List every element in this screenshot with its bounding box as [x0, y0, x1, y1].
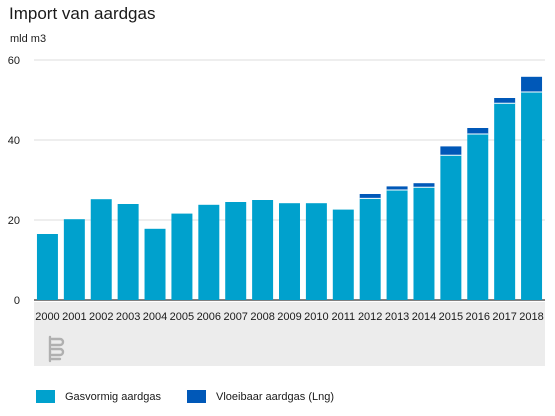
- bar-gasvormig: [63, 219, 85, 300]
- bar-gasvormig: [225, 202, 247, 300]
- bar-gasvormig: [36, 234, 58, 300]
- x-tick-label: 2017: [492, 311, 516, 323]
- legend-swatch-lng: [187, 390, 206, 403]
- x-tick-label: 2016: [466, 311, 490, 323]
- y-tick-label: 20: [8, 215, 20, 227]
- bar-gasvormig: [440, 155, 462, 300]
- y-tick-label: 0: [14, 295, 20, 307]
- chart-title: Import van aardgas: [9, 4, 156, 23]
- bar-lng: [440, 146, 462, 156]
- legend-item-lng: Vloeibaar aardgas (Lng): [187, 390, 334, 403]
- x-tick-label: 2006: [197, 311, 221, 323]
- y-tick-label: 40: [8, 135, 20, 147]
- bar-gasvormig: [198, 204, 220, 300]
- bar-gasvormig: [467, 134, 489, 300]
- legend-swatch-gas: [36, 390, 55, 403]
- bar-gasvormig: [171, 213, 193, 300]
- x-tick-label: 2002: [89, 311, 113, 323]
- y-tick-label: 60: [8, 55, 20, 67]
- bar-lng: [467, 128, 489, 134]
- bar-gasvormig: [305, 203, 327, 300]
- bar-gasvormig: [90, 199, 112, 300]
- bar-lng: [386, 186, 408, 190]
- x-tick-label: 2008: [250, 311, 274, 323]
- x-tick-label: 2001: [62, 311, 86, 323]
- x-tick-label: 2013: [385, 311, 409, 323]
- bar-lng: [521, 76, 543, 92]
- bar-gasvormig: [521, 92, 543, 300]
- x-tick-label: 2007: [223, 311, 247, 323]
- x-tick-label: 2018: [519, 311, 543, 323]
- legend-label-gas: Gasvormig aardgas: [65, 390, 161, 403]
- bar-gasvormig: [144, 228, 166, 300]
- bar-lng: [413, 183, 435, 188]
- bar-gasvormig: [386, 190, 408, 300]
- bar-gasvormig: [359, 198, 381, 300]
- legend-item-gas: Gasvormig aardgas: [36, 390, 161, 403]
- legend-label-lng: Vloeibaar aardgas (Lng): [216, 390, 335, 403]
- x-tick-label: 2004: [143, 311, 167, 323]
- bar-gasvormig: [413, 187, 435, 300]
- x-tick-label: 2012: [358, 311, 382, 323]
- bar-lng: [494, 98, 516, 104]
- bar-lng: [359, 194, 381, 199]
- y-axis-unit: mld m3: [10, 33, 47, 45]
- bar-gasvormig: [494, 103, 516, 300]
- bar-gasvormig: [279, 203, 300, 300]
- x-tick-label: 2010: [304, 311, 328, 323]
- cbs-logo-icon: [48, 335, 65, 363]
- x-tick-label: 2014: [412, 311, 436, 323]
- x-tick-label: 2009: [277, 311, 301, 323]
- x-tick-label: 2011: [331, 311, 355, 323]
- bar-gasvormig: [332, 209, 354, 300]
- bar-gasvormig: [252, 200, 274, 300]
- bar-gasvormig: [117, 204, 139, 300]
- x-tick-label: 2015: [439, 311, 463, 323]
- x-tick-label: 2003: [116, 311, 140, 323]
- x-tick-label: 2005: [170, 311, 194, 323]
- x-tick-label: 2000: [35, 311, 59, 323]
- legend: Gasvormig aardgas Vloeibaar aardgas (Lng…: [36, 390, 360, 403]
- x-axis-band: [34, 302, 545, 366]
